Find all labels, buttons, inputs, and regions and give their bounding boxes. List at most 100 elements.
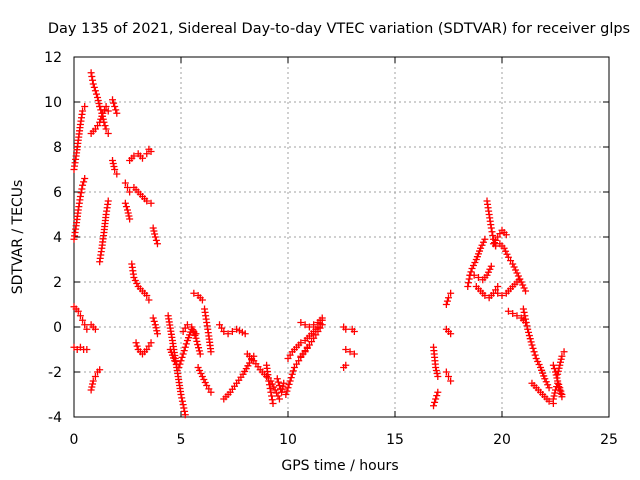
series-arc09 [87,366,104,394]
x-tick-label: 10 [279,432,297,448]
data-point [431,398,439,406]
data-point [552,371,560,379]
data-point [97,106,105,114]
data-point [132,339,140,347]
data-point [124,206,131,214]
series-arc49 [472,283,502,302]
data-point [524,325,532,333]
data-point [87,69,95,77]
data-point [175,364,183,371]
data-point [280,379,288,387]
data-point [196,350,204,358]
data-point [489,232,497,239]
data-point [520,284,528,292]
data-point [153,240,161,248]
data-point [180,347,188,355]
data-point [109,160,117,167]
data-point [77,189,85,197]
data-point [434,373,442,380]
series-arc13 [121,179,134,196]
data-point [270,383,278,391]
data-point [433,392,441,400]
data-point [519,281,527,289]
data-point [479,238,487,246]
series-arc48 [466,262,495,284]
data-point [502,231,510,239]
data-point [549,361,557,369]
data-point [267,388,275,396]
data-point [434,388,442,396]
data-point [124,209,132,217]
data-point [558,391,566,398]
data-point [91,87,99,95]
data-point [285,380,293,388]
data-point [531,351,539,359]
data-point [149,314,157,322]
series-arc15 [126,150,146,164]
series-arc26 [194,364,215,396]
data-point [152,236,160,244]
y-tick-labels: -4 -2 0 2 4 6 8 10 12 [44,50,62,426]
series-arc43 [430,388,442,410]
data-point [527,338,535,346]
series-arc25 [190,289,206,304]
data-point [318,321,326,329]
data-point [549,395,557,403]
data-point [112,106,120,114]
data-point [530,348,538,356]
series-arc03 [70,303,91,333]
data-point [241,330,249,338]
y-tick-label: 6 [53,185,62,201]
data-point [551,389,559,397]
data-point [99,115,107,123]
data-point [176,360,184,368]
data-point [195,344,203,352]
data-point [207,348,215,356]
data-point [284,384,292,392]
series-arc04 [70,343,91,353]
data-point [76,193,84,200]
series-arc12 [109,157,121,178]
data-point [494,283,502,290]
data-point [468,265,476,272]
data-point [138,154,146,162]
data-point [278,385,286,393]
data-point [131,277,139,284]
data-point [87,386,95,394]
data-point [89,80,97,88]
data-point [88,383,96,391]
data-point [445,294,452,302]
data-point [433,370,441,377]
series-arc42 [430,343,442,380]
data-point [109,96,117,104]
series-arc28 [216,321,249,338]
y-tick-label: 0 [53,320,62,336]
data-point [228,328,236,335]
data-point [151,230,159,238]
series-arc24 [179,321,204,358]
data-point [109,157,117,164]
y-axis-label: SDTVAR / TECUs [10,180,26,295]
y-tick-label: 4 [53,230,62,246]
data-point [282,391,290,398]
data-point [180,404,188,412]
series-arc34 [282,343,311,398]
data-point [143,150,151,158]
y-tick-label: -2 [48,365,62,381]
data-point [273,375,281,383]
data-point [519,305,527,313]
data-point [521,312,529,320]
series-arc02 [70,175,89,243]
data-point [104,197,112,205]
series-arc08 [87,321,99,333]
data-point [81,103,89,110]
series-arc17 [143,145,155,158]
y-tick-label: 2 [53,275,62,291]
data-point [94,94,102,101]
data-point [153,327,161,335]
data-point [121,179,129,187]
data-point [278,388,286,396]
series-arc11 [109,96,121,117]
data-point [432,395,440,403]
